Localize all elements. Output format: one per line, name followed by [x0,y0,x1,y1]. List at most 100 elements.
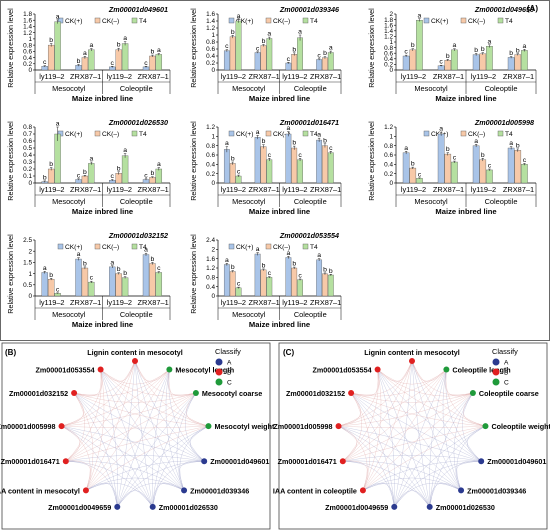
y-tick-label: 0.2 [206,60,215,67]
bar [297,159,303,184]
legend-swatch [265,130,272,137]
significance-letter: b [292,46,296,53]
network-edge [338,425,368,491]
significance-letter: a [256,129,260,136]
significance-letter: b [446,146,450,153]
network-edge [100,369,170,385]
bar [316,59,323,71]
network-node [335,423,342,430]
chart-title: Zm00001d053554 [279,231,339,240]
significance-letter: c [111,173,115,180]
network-edge [394,461,482,507]
network-edge [362,369,382,491]
significance-letter: a [474,138,478,145]
network-coleoptile: Lignin content in mesocotyl Coleoptile le… [273,347,550,512]
network-node [348,389,355,396]
legend-label: T4 [139,18,147,25]
network-edge [351,369,380,397]
network-edge [342,460,462,491]
significance-letter: b [43,174,47,181]
y-tick-label: 0 [211,67,215,74]
tissue-label: Coleoptile [120,310,153,319]
bar [235,175,242,184]
bar [507,57,515,71]
network-edge [61,360,136,427]
x-axis-label: Maize inbred line [435,94,496,103]
chart-Zm00001d026530: 00.10.20.30.40.50.60.70.8 Relative expres… [6,118,171,216]
legend-swatch [302,243,309,250]
bar [229,271,236,297]
legend-label: CK(–) [102,131,119,138]
network-node-label: Zm00001d049601 [487,457,546,466]
bar [327,152,334,184]
bar [121,43,129,71]
legend-label: CK(–) [102,244,119,251]
y-tick-label: 1.2 [206,265,215,272]
network-node-label: Zm00001d049601 [210,457,269,466]
significance-letter: b [411,161,415,168]
y-tick-label: 1 [211,134,215,141]
significance-letter: c [287,56,291,63]
legend-swatch [497,17,504,24]
network-edge [184,392,205,462]
significance-letter: c [268,152,272,159]
network-edge [411,360,430,507]
network-edge [377,369,462,491]
network-node-label: Mesocotyl weight [214,422,275,431]
category-label: ZRX87–1 [249,298,280,307]
significance-letter: c [225,43,229,50]
network-edge [74,360,136,396]
bar [285,62,292,71]
network-edge [445,369,482,462]
bar [142,254,150,297]
bar [155,272,163,297]
bar [47,44,55,71]
significance-letter: b [151,256,155,263]
legend-label: T4 [139,244,147,251]
network-edge [176,392,197,491]
network-node [458,487,465,494]
panel-c-label: (C) [283,348,294,357]
x-axis-label: Maize inbred line [72,207,133,216]
y-tick-label: 0.6 [206,152,215,159]
y-axis-label: Relative expression level [189,234,198,314]
bar [81,57,89,71]
legend-label: T4 [505,131,513,138]
significance-letter: c [298,272,302,279]
network-node [149,503,156,510]
network-edge [152,461,205,507]
legend-label: T4 [505,18,513,25]
bar [297,279,303,297]
significance-letter: a [286,125,290,132]
chart-title: Zm00001d039346 [279,5,340,14]
significance-letter: b [262,138,266,145]
y-tick-label: 1.2 [206,124,215,131]
network-edge [377,369,430,507]
network-edge [377,369,473,397]
bar [235,287,242,297]
bar [437,133,445,184]
bar [514,150,522,184]
network-edge [117,461,205,507]
legend-swatch [228,130,235,137]
x-axis-label: Maize inbred line [249,207,310,216]
significance-letter: b [49,272,53,279]
bar [47,168,55,184]
tissue-label: Mesocotyl [232,84,266,93]
network-node-label: Coleoptile coarse [479,389,539,398]
panel-b-frame [1,342,271,530]
significance-letter: c [329,145,333,152]
bar [149,177,156,184]
network-edge [429,392,474,507]
legend-swatch [492,368,500,376]
bar [260,269,267,297]
network-node-label: Zm00001d0049659 [48,503,111,512]
legend-swatch [302,17,309,24]
bar [260,146,267,184]
category-label: ly119–2 [401,185,426,194]
tissue-label: Coleoptile [294,84,327,93]
significance-letter: b [117,42,121,49]
network-edge [338,369,447,427]
significance-letter: a [509,140,513,147]
